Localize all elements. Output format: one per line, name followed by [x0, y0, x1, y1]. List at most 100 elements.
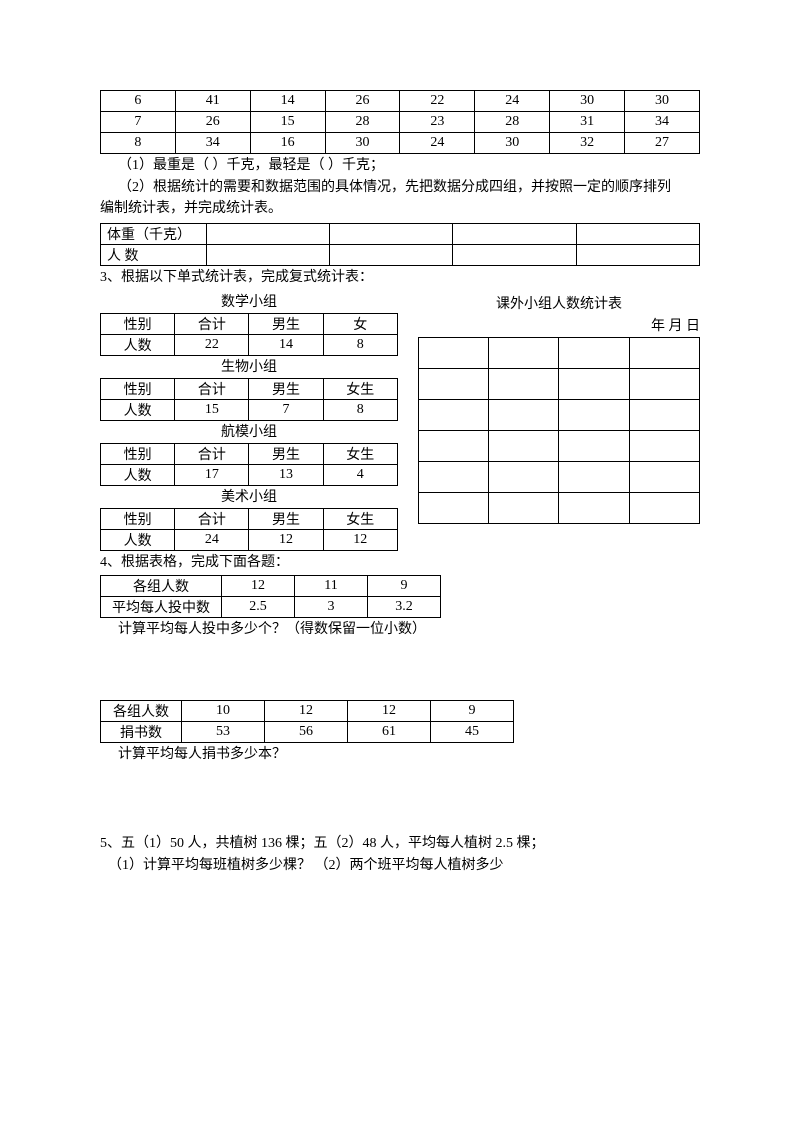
cell: 男生: [249, 379, 323, 400]
cell: 41: [175, 91, 250, 112]
cell: 女: [323, 314, 397, 335]
cell: 28: [325, 112, 400, 133]
cell: 23: [400, 112, 475, 133]
cell: 各组人数: [101, 575, 222, 596]
cell: 30: [325, 133, 400, 154]
cell: 7: [249, 400, 323, 421]
cell: 性别: [101, 379, 175, 400]
cell: 53: [182, 721, 265, 742]
table-row: 6 41 14 26 22 24 30 30: [101, 91, 700, 112]
cell: 11: [295, 575, 368, 596]
question-4: 4、根据表格，完成下面各题：: [100, 553, 700, 573]
cell: 9: [431, 700, 514, 721]
question-5b: （1）计算平均每班植树多少棵？ （2）两个班平均每人植树多少: [108, 856, 700, 876]
cell: 人数: [101, 530, 175, 551]
group-title: 美术小组: [100, 486, 398, 506]
cell: 平均每人投中数: [101, 596, 222, 617]
top-data-table: 6 41 14 26 22 24 30 30 7 26 15 28 23 28 …: [100, 90, 700, 154]
blank-stats-table: [418, 337, 700, 524]
cell: 12: [222, 575, 295, 596]
row-label: 体重（千克）: [101, 223, 207, 244]
cell: 24: [175, 530, 249, 551]
cell: 12: [249, 530, 323, 551]
cell: 合计: [175, 509, 249, 530]
cell: 3.2: [368, 596, 441, 617]
table-row: 8 34 16 30 24 30 32 27: [101, 133, 700, 154]
cell: 男生: [249, 314, 323, 335]
question-1: （1）最重是（ ）千克，最轻是（ ）千克；: [118, 156, 700, 176]
cell: 27: [625, 133, 700, 154]
cell: 女生: [323, 509, 397, 530]
cell: 24: [475, 91, 550, 112]
cell: 15: [175, 400, 249, 421]
cell: 24: [400, 133, 475, 154]
weight-table: 体重（千克） 人 数: [100, 223, 700, 266]
cell: 34: [175, 133, 250, 154]
group-table: 性别 合计 男生 女生 人数 15 7 8: [100, 378, 398, 421]
cell: 男生: [249, 444, 323, 465]
cell: 30: [550, 91, 625, 112]
group-table: 性别 合计 男生 女 人数 22 14 8: [100, 313, 398, 356]
question-5a: 5、五（1）50 人，共植树 136 棵；五（2）48 人，平均每人植树 2.5…: [100, 834, 700, 854]
right-title: 课外小组人数统计表: [418, 293, 700, 313]
question-2-line1: （2）根据统计的需要和数据范围的具体情况，先把数据分成四组，并按照一定的顺序排列: [118, 178, 700, 198]
cell: 性别: [101, 314, 175, 335]
donate-table: 各组人数 10 12 12 9 捐书数 53 56 61 45: [100, 700, 514, 743]
cell: 性别: [101, 509, 175, 530]
cell: 合计: [175, 379, 249, 400]
cell: 32: [550, 133, 625, 154]
group-title: 数学小组: [100, 291, 398, 311]
table-row: 7 26 15 28 23 28 31 34: [101, 112, 700, 133]
blank-stats-area: 课外小组人数统计表 年 月 日: [418, 291, 700, 524]
group-table: 性别 合计 男生 女生 人数 17 13 4: [100, 443, 398, 486]
cell: 2.5: [222, 596, 295, 617]
cell: 34: [625, 112, 700, 133]
cell: 8: [101, 133, 176, 154]
cell: 16: [250, 133, 325, 154]
cell: 13: [249, 465, 323, 486]
cell: 12: [265, 700, 348, 721]
cell: 26: [175, 112, 250, 133]
cell: 性别: [101, 444, 175, 465]
group-tables-left: 数学小组 性别 合计 男生 女 人数 22 14 8 生物小组 性别 合计 男生…: [100, 291, 398, 551]
cell: 7: [101, 112, 176, 133]
cell: 合计: [175, 314, 249, 335]
question-4b-text: 计算平均每人捐书多少本？: [118, 745, 700, 765]
cell: 14: [250, 91, 325, 112]
cell: 30: [625, 91, 700, 112]
cell: 10: [182, 700, 265, 721]
group-table: 性别 合计 男生 女生 人数 24 12 12: [100, 508, 398, 551]
cell: 女生: [323, 444, 397, 465]
cell: 26: [325, 91, 400, 112]
cell: 31: [550, 112, 625, 133]
row-label: 人 数: [101, 244, 207, 265]
group-title: 生物小组: [100, 356, 398, 376]
throw-table: 各组人数 12 11 9 平均每人投中数 2.5 3 3.2: [100, 575, 441, 618]
question-3: 3、根据以下单式统计表，完成复式统计表：: [100, 268, 700, 288]
cell: 9: [368, 575, 441, 596]
date-label: 年 月 日: [418, 315, 700, 335]
cell: 人数: [101, 465, 175, 486]
cell: 8: [323, 400, 397, 421]
cell: 22: [400, 91, 475, 112]
cell: 合计: [175, 444, 249, 465]
cell: 28: [475, 112, 550, 133]
cell: 15: [250, 112, 325, 133]
cell: 22: [175, 335, 249, 356]
group-title: 航模小组: [100, 421, 398, 441]
cell: 30: [475, 133, 550, 154]
question-2-line2: 编制统计表，并完成统计表。: [100, 199, 700, 219]
cell: 14: [249, 335, 323, 356]
cell: 男生: [249, 509, 323, 530]
cell: 各组人数: [101, 700, 182, 721]
cell: 45: [431, 721, 514, 742]
cell: 女生: [323, 379, 397, 400]
cell: 12: [323, 530, 397, 551]
cell: 8: [323, 335, 397, 356]
question-4a-text: 计算平均每人投中多少个？（得数保留一位小数）: [118, 620, 700, 640]
cell: 捐书数: [101, 721, 182, 742]
cell: 61: [348, 721, 431, 742]
cell: 12: [348, 700, 431, 721]
cell: 17: [175, 465, 249, 486]
cell: 人数: [101, 400, 175, 421]
